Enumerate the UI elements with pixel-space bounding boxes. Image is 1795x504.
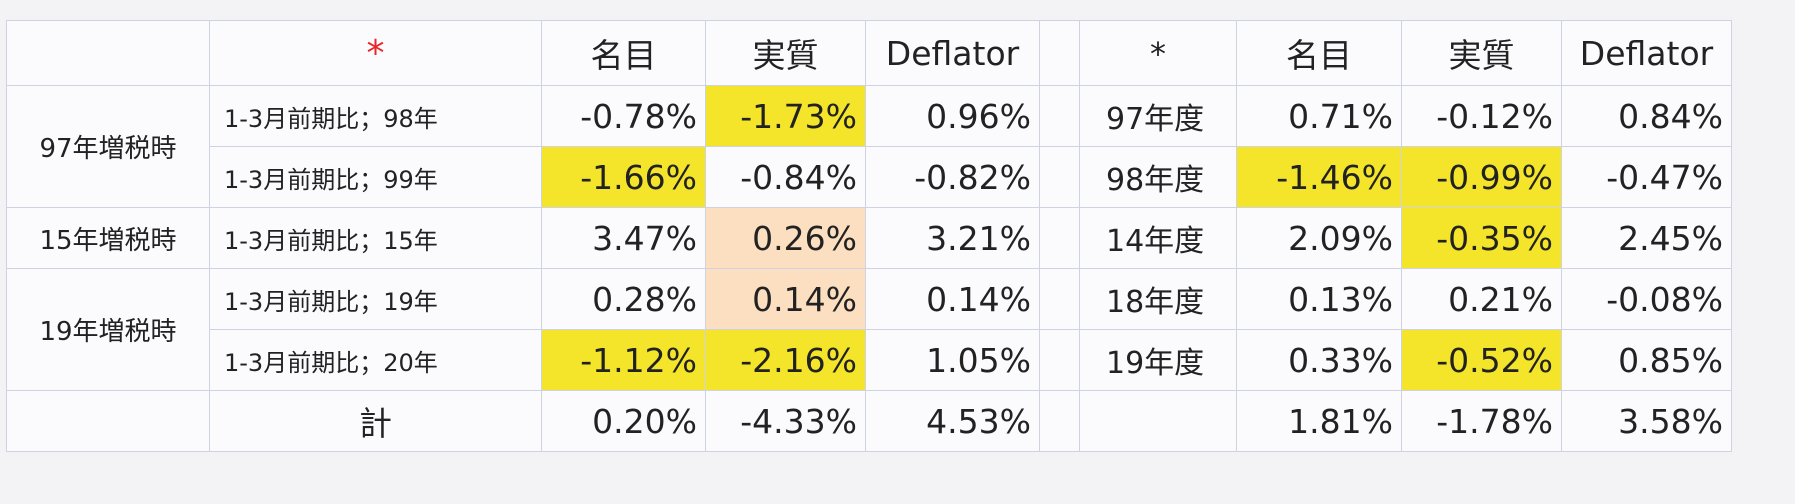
- gap-cell: [1039, 329, 1080, 391]
- total-nominal-cell: 0.20%: [541, 390, 706, 452]
- star-black: *: [1150, 34, 1166, 73]
- deflator-cell: 1.05%: [865, 329, 1040, 391]
- deflator-cell: 0.14%: [865, 268, 1040, 330]
- total-real-cell: -4.33%: [705, 390, 866, 452]
- gap-cell: [1039, 85, 1080, 147]
- table-row: 97年増税時 1-3月前期比；98年 -0.78% -1.73% 0.96% 9…: [6, 85, 1732, 208]
- comparison-table: * 名目 実質 Deflator * 名目 実質 Deflator 97年増税時…: [6, 20, 1732, 452]
- total-row: 計 0.20% -4.33% 4.53% 1.81% -1.78% 3.58%: [6, 390, 1732, 452]
- real-cell: 0.14%: [705, 268, 866, 330]
- real-header: 実質: [705, 20, 866, 86]
- nominal-cell: -1.66%: [541, 146, 706, 208]
- total-deflator-cell: 4.53%: [865, 390, 1040, 452]
- corner-cell: [6, 20, 210, 86]
- total-fy-real-cell: -1.78%: [1401, 390, 1562, 452]
- fy-real-cell: 0.21%: [1401, 268, 1562, 330]
- group-label-19: 19年増税時: [6, 268, 210, 391]
- fy-real-cell: -0.35%: [1401, 207, 1562, 269]
- total-fy-empty-cell: [1079, 390, 1237, 452]
- fy-real-header: 実質: [1401, 20, 1562, 86]
- group-label-15: 15年増税時: [6, 207, 210, 269]
- real-cell: -0.84%: [705, 146, 866, 208]
- nominal-cell: -1.12%: [541, 329, 706, 391]
- total-fy-nominal-cell: 1.81%: [1236, 390, 1402, 452]
- row-label: 1-3月前期比；98年: [209, 85, 542, 147]
- fy-nominal-cell: 0.13%: [1236, 268, 1402, 330]
- fy-deflator-cell: 0.84%: [1561, 85, 1732, 147]
- total-empty-cell: [6, 390, 210, 452]
- deflator-header: Deflator: [865, 20, 1040, 86]
- nominal-header: 名目: [541, 20, 706, 86]
- fy-nominal-header: 名目: [1236, 20, 1402, 86]
- nominal-cell: 3.47%: [541, 207, 706, 269]
- fy-real-cell: -0.52%: [1401, 329, 1562, 391]
- fiscal-year-cell: 19年度: [1079, 329, 1237, 391]
- table-row: 1-3月前期比；20年 -1.12% -2.16% 1.05% 19年度 0.3…: [7, 329, 1732, 391]
- fiscal-year-cell: 18年度: [1079, 268, 1237, 330]
- deflator-cell: 0.96%: [865, 85, 1040, 147]
- real-cell: -2.16%: [705, 329, 866, 391]
- total-fy-deflator-cell: 3.58%: [1561, 390, 1732, 452]
- fy-nominal-cell: -1.46%: [1236, 146, 1402, 208]
- fy-real-cell: -0.99%: [1401, 146, 1562, 208]
- real-cell: -1.73%: [705, 85, 866, 147]
- gap-cell: [1039, 390, 1080, 452]
- real-cell: 0.26%: [705, 207, 866, 269]
- gap-cell: [1039, 20, 1080, 86]
- gap-cell: [1039, 207, 1080, 269]
- fiscal-year-cell: 14年度: [1079, 207, 1237, 269]
- row-label: 1-3月前期比；19年: [209, 268, 542, 330]
- star-red: *: [366, 32, 385, 74]
- gap-cell: [1039, 268, 1080, 330]
- fy-deflator-cell: -0.47%: [1561, 146, 1732, 208]
- fy-deflator-header: Deflator: [1561, 20, 1732, 86]
- fiscal-year-cell: 98年度: [1079, 146, 1237, 208]
- fiscal-year-cell: 97年度: [1079, 85, 1237, 147]
- table-row: 15年増税時 1-3月前期比；15年 3.47% 0.26% 3.21% 14年…: [6, 207, 1732, 269]
- fy-deflator-cell: 2.45%: [1561, 207, 1732, 269]
- left-star-header: *: [209, 20, 542, 86]
- group-label-97: 97年増税時: [6, 85, 210, 208]
- fy-nominal-cell: 0.71%: [1236, 85, 1402, 147]
- table-row: 19年増税時 1-3月前期比；19年 0.28% 0.14% 0.14% 18年…: [6, 268, 1732, 391]
- deflator-cell: -0.82%: [865, 146, 1040, 208]
- header-row: * 名目 実質 Deflator * 名目 実質 Deflator: [6, 20, 1732, 86]
- row-label: 1-3月前期比；99年: [209, 146, 542, 208]
- table-row: 1-3月前期比；99年 -1.66% -0.84% -0.82% 98年度 -1…: [7, 146, 1732, 208]
- deflator-cell: 3.21%: [865, 207, 1040, 269]
- fy-nominal-cell: 0.33%: [1236, 329, 1402, 391]
- fy-deflator-cell: 0.85%: [1561, 329, 1732, 391]
- gap-cell: [1039, 146, 1080, 208]
- fy-real-cell: -0.12%: [1401, 85, 1562, 147]
- row-label: 1-3月前期比；20年: [209, 329, 542, 391]
- right-star-header: *: [1079, 20, 1237, 86]
- nominal-cell: -0.78%: [541, 85, 706, 147]
- nominal-cell: 0.28%: [541, 268, 706, 330]
- fy-deflator-cell: -0.08%: [1561, 268, 1732, 330]
- total-label: 計: [209, 390, 542, 452]
- row-label: 1-3月前期比；15年: [209, 207, 542, 269]
- fy-nominal-cell: 2.09%: [1236, 207, 1402, 269]
